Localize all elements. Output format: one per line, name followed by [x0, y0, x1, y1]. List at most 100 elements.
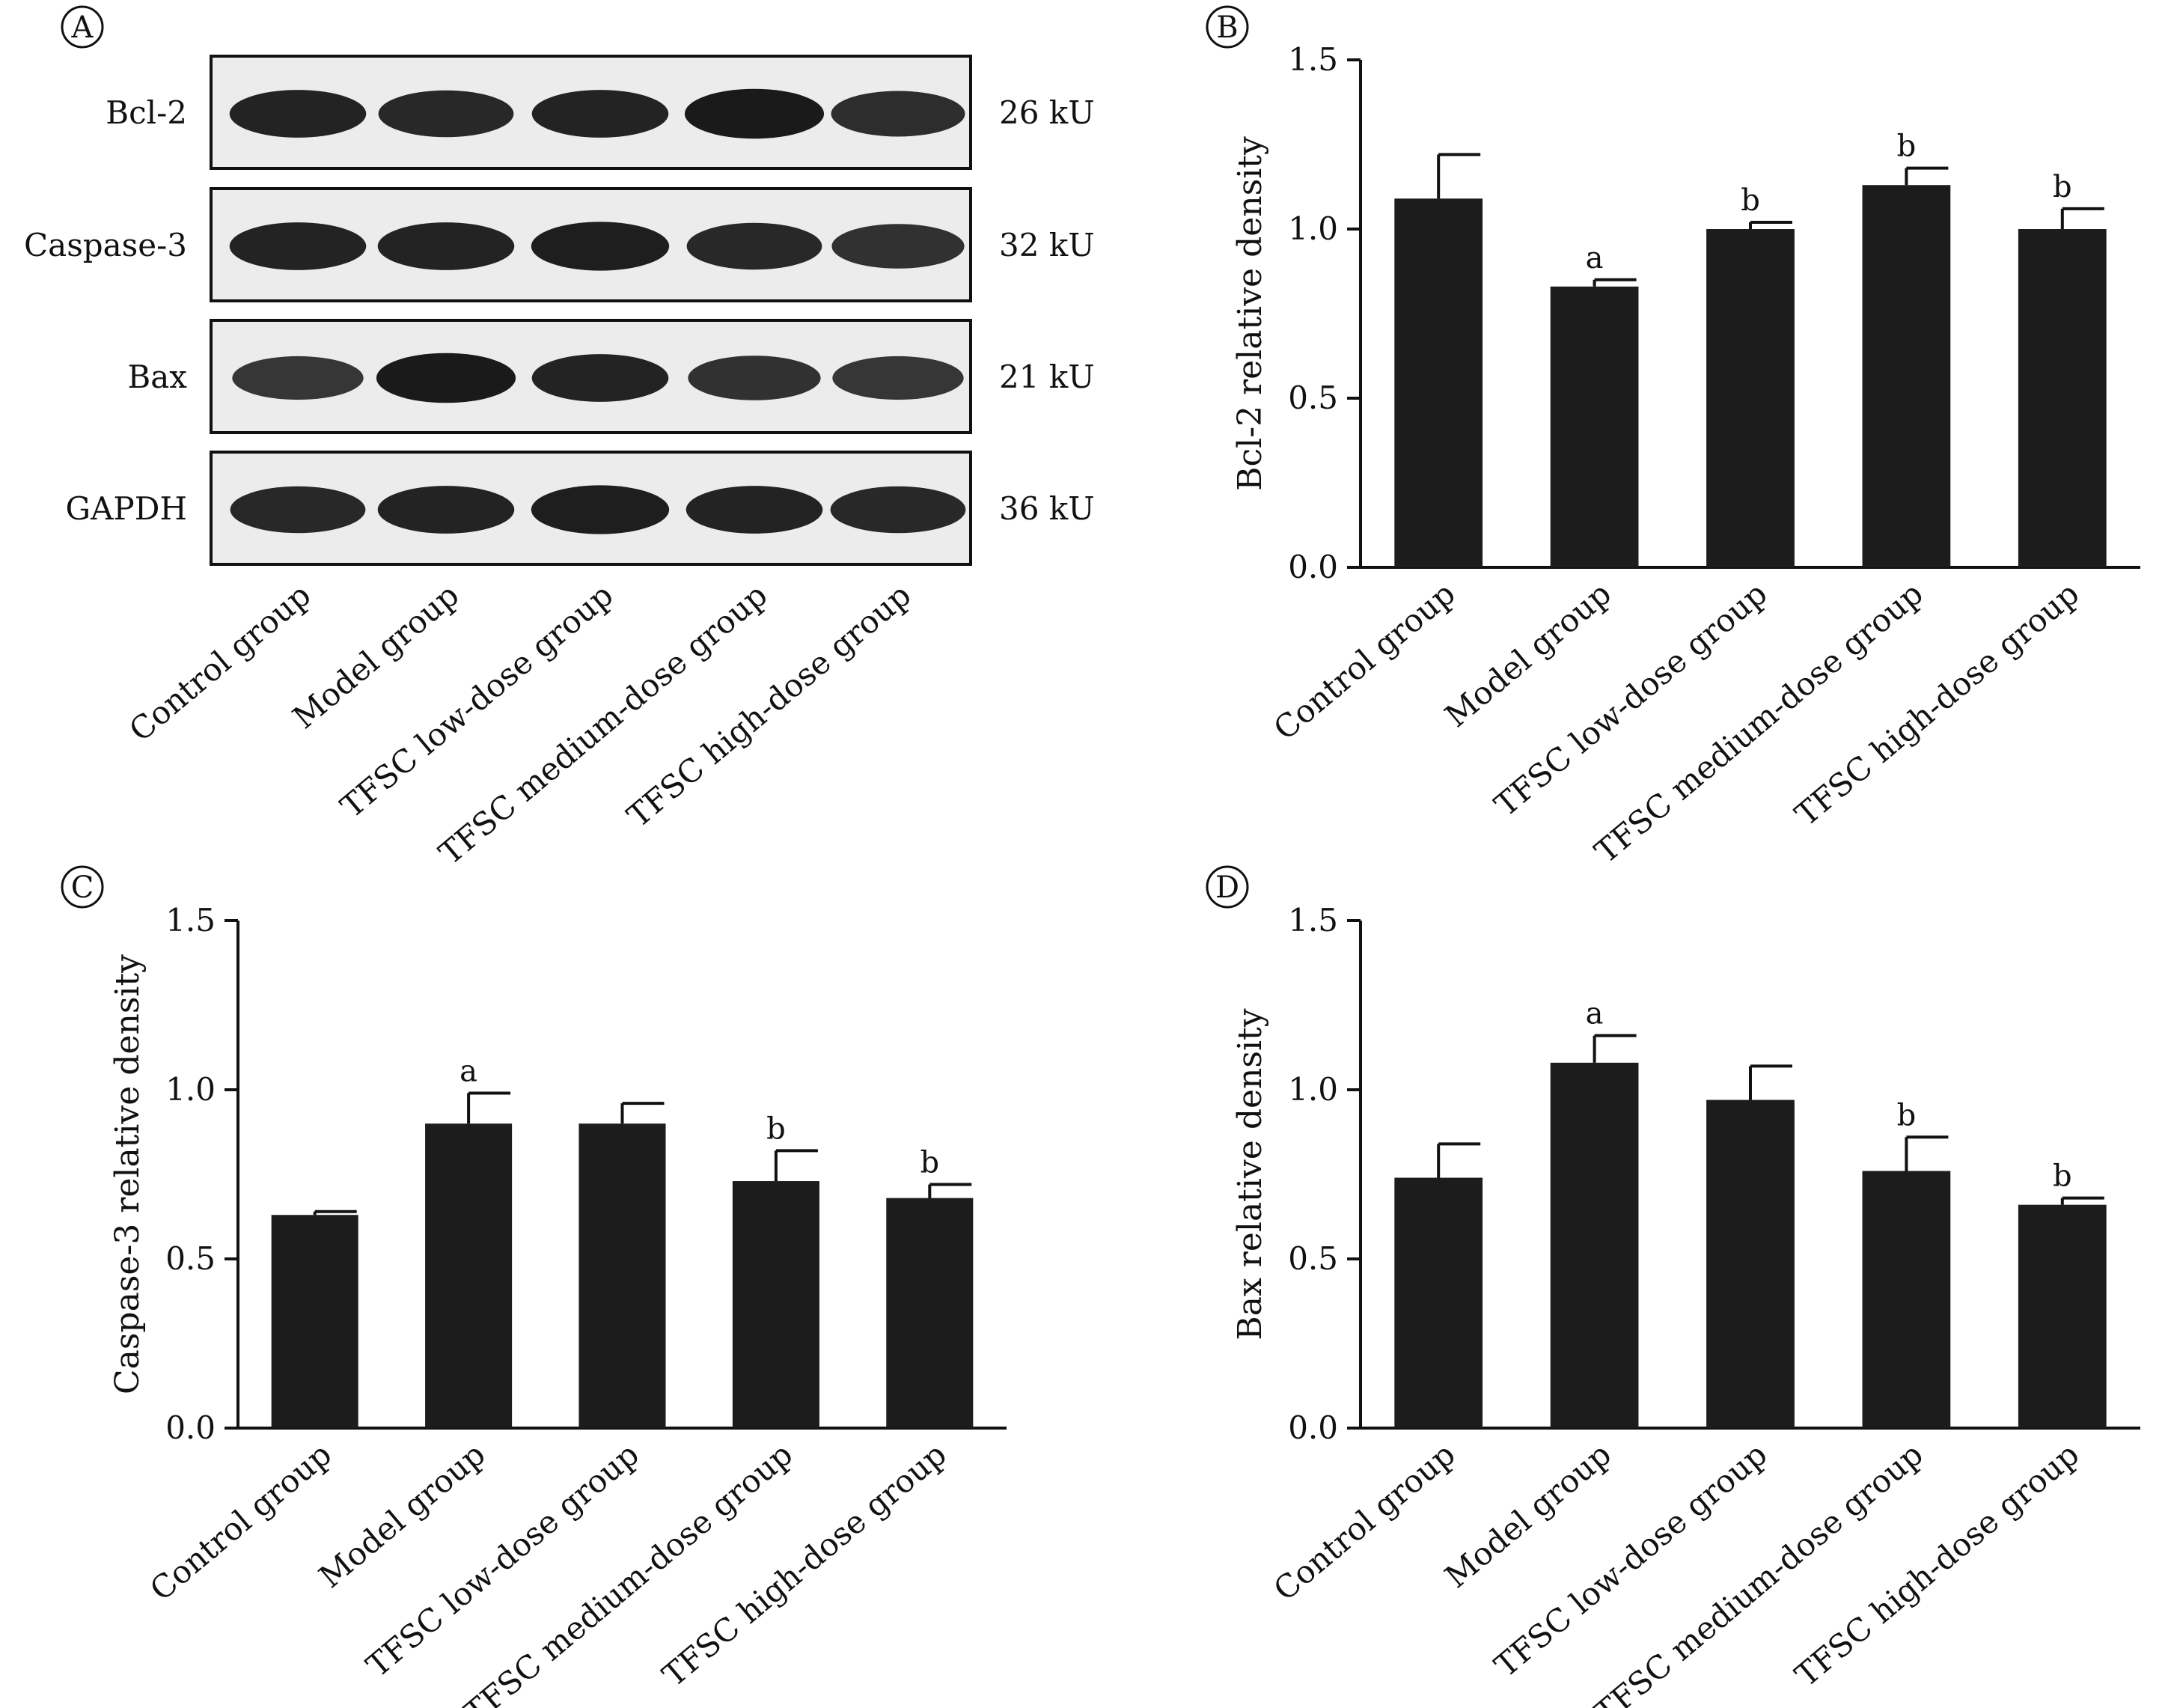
blot-band	[531, 354, 669, 402]
blot-band	[686, 486, 823, 534]
blot-size-label: 36 kU	[999, 490, 1095, 527]
blot-rows: Bcl-2 26 kU Caspase-3 32 kU Bax 21 kU GAPDH 36 …	[24, 55, 1095, 566]
panel-a-label: A	[71, 10, 94, 45]
x-tick-label: TFSC low-dose group	[1488, 575, 1774, 823]
significance-label: b	[1741, 183, 1760, 218]
blot-row-bax: Bax 21 kU	[127, 319, 1095, 434]
x-tick-label: TFSC low-dose group	[359, 1436, 646, 1684]
significance-label: a	[1586, 241, 1604, 275]
x-tick-label: TFSC high-dose group	[1788, 575, 2086, 833]
blot-row-caspase-3: Caspase-3 32 kU	[24, 187, 1095, 302]
x-tick-label: Control group	[1267, 575, 1462, 747]
bar	[2018, 229, 2107, 567]
y-axis-title: Bcl-2 relative density	[1231, 136, 1269, 491]
blot-band	[531, 222, 670, 271]
blot-band	[232, 356, 364, 400]
significance-label: b	[766, 1111, 786, 1146]
blot-band	[831, 224, 965, 269]
bar	[2018, 1204, 2107, 1428]
panel-d: D 0.0 0.5 1.0 1.5 Bax relative density Contro…	[1206, 865, 2140, 1708]
panel-a-circle	[61, 5, 104, 49]
blot-lane-label: Control group	[122, 576, 317, 748]
y-tick-label: 1.0	[165, 1071, 216, 1108]
y-tick-label: 1.5	[1288, 902, 1338, 939]
bar	[732, 1181, 819, 1428]
significance-label: b	[2053, 1159, 2072, 1194]
significance-label: b	[2053, 170, 2072, 204]
blot-band	[686, 222, 822, 270]
blot-band	[688, 356, 821, 400]
significance-label: b	[920, 1146, 939, 1180]
blot-band	[684, 88, 825, 139]
bar	[1862, 185, 1951, 568]
panel-c-label: C	[71, 870, 94, 905]
y-tick-label: 0.5	[1288, 1240, 1338, 1277]
y-tick-label: 1.0	[1288, 1071, 1338, 1108]
y-tick-label: 0.5	[1288, 379, 1338, 416]
blot-protein-label: Bcl-2	[106, 94, 187, 131]
blot-size-label: 21 kU	[999, 359, 1095, 395]
panel-d-label: D	[1215, 870, 1239, 905]
x-tick-label: TFSC medium-dose group	[1588, 575, 1930, 870]
panel-c: C 0.0 0.5 1.0 1.5 Caspase-3 relative density…	[61, 865, 1007, 1708]
bar	[1394, 198, 1483, 567]
panel-d-circle	[1206, 865, 1249, 909]
significance-label: b	[1897, 1098, 1917, 1132]
significance-label: a	[459, 1055, 477, 1089]
bar	[425, 1123, 513, 1428]
y-tick-label: 1.5	[1288, 41, 1338, 78]
blot-row-bcl-2: Bcl-2 26 kU	[106, 55, 1095, 170]
blot-band	[531, 485, 670, 534]
blot-size-label: 26 kU	[999, 94, 1095, 131]
significance-label: b	[1897, 129, 1917, 164]
y-axis-title: Bax relative density	[1231, 1008, 1269, 1340]
blot-band	[229, 222, 367, 270]
significance-label: a	[1586, 997, 1604, 1031]
bar	[578, 1123, 666, 1428]
y-tick-label: 1.0	[1288, 210, 1338, 247]
bar	[1550, 286, 1639, 567]
bar	[1550, 1062, 1639, 1428]
blot-lane-label: TFSC high-dose group	[620, 576, 918, 835]
blot-band	[832, 356, 964, 400]
blot-protein-label: Bax	[127, 359, 187, 395]
panel-b-circle	[1206, 5, 1249, 49]
panel-b: B 0.0 0.5 1.0 1.5 Bcl-2 relative density Cont…	[1206, 5, 2140, 870]
bar	[1862, 1171, 1951, 1428]
bar	[1706, 229, 1795, 567]
blot-band	[378, 90, 514, 138]
y-tick-label: 0.5	[165, 1240, 216, 1277]
bar	[1394, 1177, 1483, 1428]
blot-band	[230, 486, 366, 534]
blot-protein-label: GAPDH	[66, 490, 187, 527]
y-tick-label: 0.0	[1288, 549, 1338, 585]
bax-chart: 0.0 0.5 1.0 1.5 Bax relative density Control …	[1231, 902, 2140, 1708]
panel-a: A Bcl-2 26 kU Caspase-3 32 kU Bax 21 kU GAPDH 3…	[24, 5, 1095, 872]
blot-size-label: 32 kU	[999, 227, 1095, 263]
blot-row-gapdh: GAPDH 36 kU	[66, 451, 1095, 566]
y-tick-label: 0.0	[165, 1409, 216, 1446]
x-tick-label: TFSC high-dose group	[656, 1436, 953, 1694]
blot-lane-label: TFSC low-dose group	[334, 576, 620, 825]
blot-band	[531, 90, 669, 138]
x-tick-label: Control group	[1267, 1436, 1462, 1608]
panel-b-label: B	[1216, 10, 1238, 45]
blot-band	[830, 486, 966, 534]
x-tick-label: TFSC high-dose group	[1788, 1436, 2086, 1694]
blot-band	[831, 91, 965, 137]
blot-band	[377, 222, 515, 270]
x-tick-label: TFSC low-dose group	[1488, 1436, 1774, 1684]
bcl2-chart: 0.0 0.5 1.0 1.5 Bcl-2 relative density Contro…	[1231, 41, 2140, 870]
bar	[271, 1215, 358, 1428]
y-tick-label: 0.0	[1288, 1409, 1338, 1446]
y-tick-label: 1.5	[165, 902, 216, 939]
bar	[886, 1198, 974, 1428]
caspase3-chart: 0.0 0.5 1.0 1.5 Caspase-3 relative density Co…	[109, 902, 1007, 1708]
y-axis-title: Caspase-3 relative density	[109, 954, 147, 1394]
blot-band	[377, 486, 515, 534]
blot-band	[229, 90, 367, 138]
bar	[1706, 1099, 1795, 1428]
blot-band	[376, 353, 516, 403]
